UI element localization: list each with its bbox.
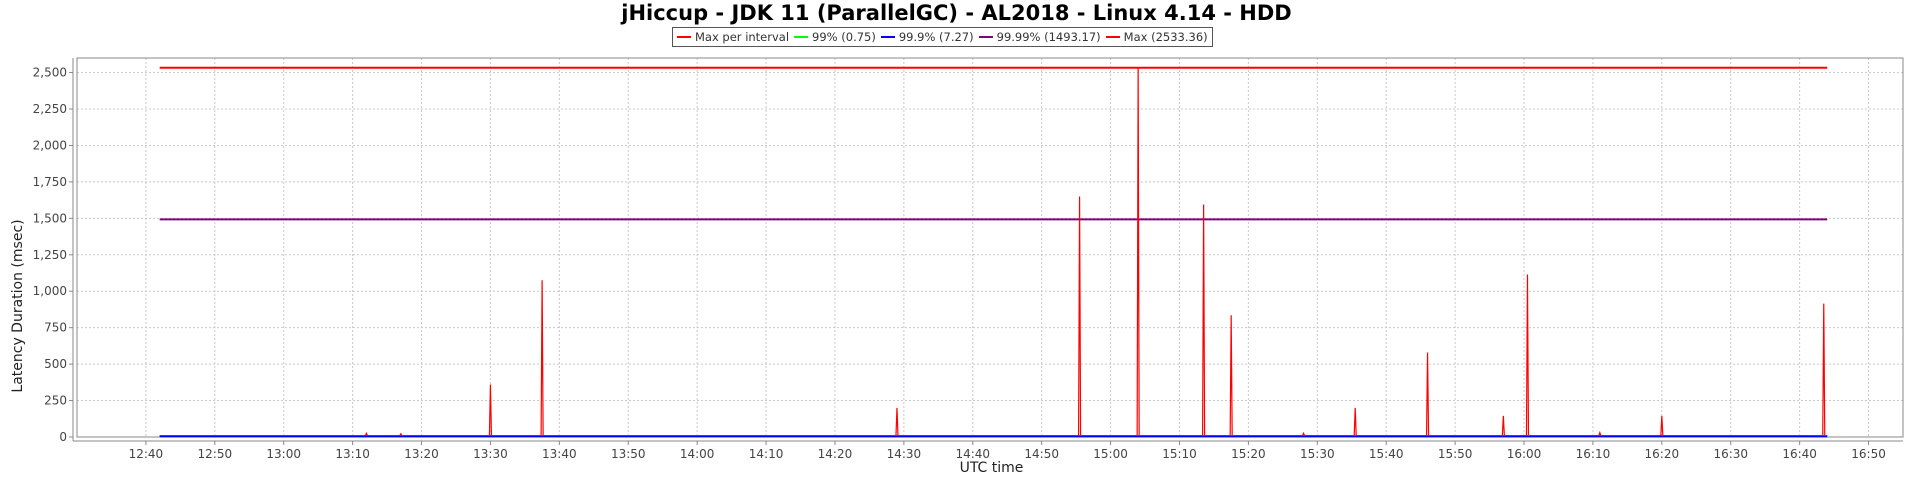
y-tick-label: 2,250	[33, 102, 67, 116]
data-point-spike	[488, 384, 493, 436]
legend-swatch-max-per-interval	[677, 36, 691, 38]
x-axis-label: UTC time	[959, 460, 1024, 476]
y-tick-label: 750	[44, 321, 67, 335]
series-layer	[159, 66, 1828, 438]
legend-item-p99: 99% (0.75)	[794, 30, 876, 44]
x-tick-label: 13:00	[266, 447, 301, 461]
legend-label: 99% (0.75)	[812, 30, 876, 44]
data-point-spike	[1077, 196, 1082, 436]
y-tick-label: 1,500	[33, 211, 67, 225]
x-tick-label: 15:10	[1162, 447, 1197, 461]
y-tick-label: 0	[59, 430, 67, 444]
grid	[77, 58, 1903, 437]
y-tick-label: 1,250	[33, 248, 67, 262]
y-tick-label: 1,750	[33, 175, 67, 189]
data-point-spike	[1353, 407, 1357, 436]
data-point-spike	[1598, 430, 1602, 436]
legend: Max per interval 99% (0.75) 99.9% (7.27)…	[672, 27, 1213, 47]
x-tick-label: 16:30	[1713, 447, 1748, 461]
legend-swatch-p9999	[978, 36, 993, 38]
data-point-spike	[1822, 303, 1826, 436]
y-tick-label: 500	[44, 357, 67, 371]
legend-item-p9999: 99.99% (1493.17)	[978, 30, 1101, 44]
x-tick-label: 13:20	[404, 447, 439, 461]
x-tick-label: 15:40	[1369, 447, 1404, 461]
x-tick-label: 16:40	[1782, 447, 1817, 461]
x-tick-label: 16:10	[1576, 447, 1611, 461]
legend-swatch-p99	[794, 36, 809, 38]
x-tick-label: 14:40	[955, 447, 990, 461]
y-tick-label: 1,000	[33, 284, 67, 298]
x-tick-label: 15:30	[1300, 447, 1335, 461]
legend-item-p999: 99.9% (7.27)	[880, 30, 974, 44]
x-tick-label: 13:30	[473, 447, 508, 461]
data-point-spike	[1660, 415, 1664, 436]
x-tick-label: 16:50	[1851, 447, 1886, 461]
x-tick-label: 12:50	[198, 447, 233, 461]
y-tick-label: 250	[44, 394, 67, 408]
data-point-spike	[1301, 431, 1306, 436]
series-0	[159, 67, 1828, 437]
data-point-spike	[895, 407, 899, 436]
x-tick-label: 13:50	[611, 447, 646, 461]
x-tick-label: 14:30	[887, 447, 922, 461]
data-point-spike	[540, 280, 544, 436]
data-point-spike	[1229, 315, 1233, 436]
legend-swatch-p999	[880, 36, 895, 38]
data-point-spike	[399, 432, 403, 436]
legend-label: Max per interval	[695, 30, 790, 44]
legend-item-max-per-interval: Max per interval	[677, 30, 789, 44]
x-tick-label: 14:00	[680, 447, 715, 461]
data-point-spike	[1525, 274, 1530, 436]
x-tick-label: 16:20	[1645, 447, 1680, 461]
y-tick-label: 2,000	[33, 138, 67, 152]
x-tick-label: 16:00	[1507, 447, 1542, 461]
chart-title: jHiccup - JDK 11 (ParallelGC) - AL2018 -…	[621, 1, 1292, 25]
data-point-spike	[364, 431, 368, 436]
x-tick-label: 13:40	[542, 447, 577, 461]
legend-label: 99.9% (7.27)	[898, 30, 974, 44]
legend-item-max: Max (2533.36)	[1105, 30, 1208, 44]
y-axis: 0 250 500 750 1,000 1,250 1,500 1,750 2,000 2,250…	[33, 58, 74, 444]
data-point-spike	[1425, 352, 1430, 436]
data-point-spike	[1136, 67, 1140, 436]
x-tick-label: 14:20	[818, 447, 853, 461]
data-point-spike	[1202, 204, 1206, 436]
legend-label: Max (2533.36)	[1123, 30, 1208, 44]
x-tick-label: 14:10	[749, 447, 784, 461]
x-tick-label: 13:10	[335, 447, 370, 461]
x-tick-label: 12:40	[129, 447, 164, 461]
legend-swatch-max	[1105, 36, 1120, 38]
x-tick-label: 14:50	[1024, 447, 1059, 461]
y-tick-label: 2,500	[33, 66, 67, 80]
x-tick-label: 15:50	[1438, 447, 1473, 461]
x-tick-label: 15:00	[1093, 447, 1128, 461]
x-axis: 12:40 12:50 13:00 13:10 13:20 13:30 13:40 13:50…	[73, 440, 1903, 461]
data-point-spike	[1501, 415, 1505, 436]
legend-label: 99.99% (1493.17)	[996, 30, 1101, 44]
x-tick-label: 15:20	[1231, 447, 1266, 461]
plot-frame	[76, 57, 1904, 438]
